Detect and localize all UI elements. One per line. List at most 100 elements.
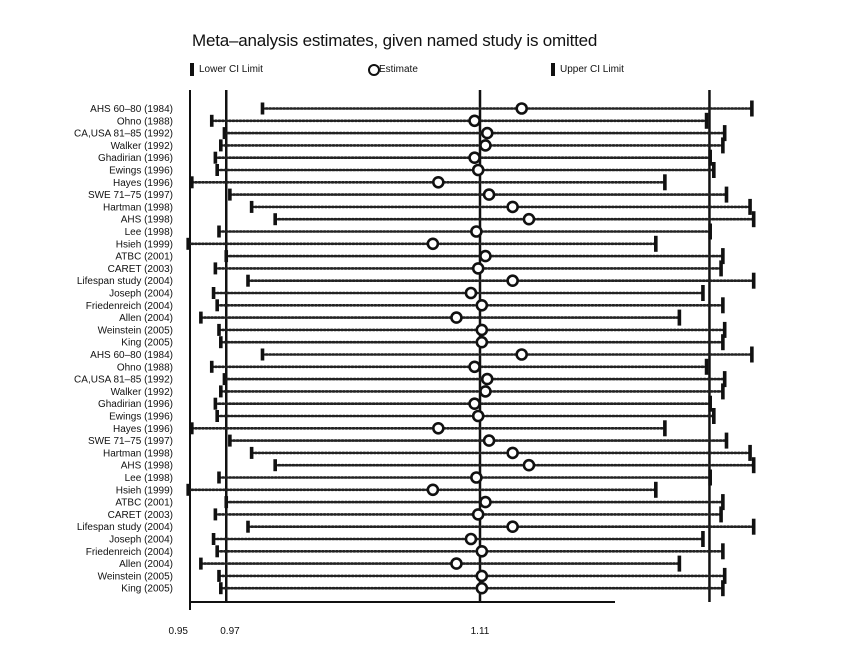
estimate-point [506, 446, 519, 460]
legend-upper-ci-label: Upper CI Limit [560, 64, 624, 75]
estimate-circle-icon [368, 64, 380, 76]
upper-ci-marker [751, 457, 756, 474]
study-label: Joseph (2004) [109, 289, 173, 300]
study-label: Friedenreich (2004) [86, 301, 173, 312]
upper-ci-marker [721, 494, 725, 511]
study-label: Ewings (1996) [109, 412, 173, 423]
study-label: Ohno (1988) [117, 116, 173, 127]
lower-ci-marker [215, 299, 219, 312]
estimate-point [432, 176, 445, 189]
study-label: CA,USA 81–85 (1992) [74, 375, 173, 386]
estimate-point [482, 188, 496, 201]
estimate-point [470, 471, 483, 484]
estimate-point [482, 434, 496, 447]
lower-ci-marker [219, 336, 223, 349]
upper-ci-marker [721, 248, 725, 265]
upper-ci-marker-icon [551, 63, 555, 76]
lower-ci-marker [215, 164, 219, 176]
study-label: AHS (1998) [121, 215, 173, 226]
lower-ci-marker [228, 434, 232, 447]
upper-ci-marker [708, 223, 712, 240]
lower-ci-marker [190, 422, 194, 435]
lower-ci-marker-icon [190, 63, 194, 76]
upper-ci-marker [724, 432, 729, 449]
upper-ci-marker [677, 555, 682, 572]
lower-ci-marker [219, 385, 223, 398]
estimate-point [475, 581, 489, 595]
estimate-point [468, 114, 481, 128]
study-label: SWE 71–75 (1997) [88, 190, 173, 201]
x-tick-label: 0.95 [169, 626, 189, 637]
upper-ci-marker [750, 100, 754, 117]
upper-ci-marker [708, 149, 712, 166]
upper-ci-marker [712, 162, 716, 178]
study-label: Lifespan study (2004) [77, 522, 173, 533]
lower-ci-marker [273, 213, 277, 226]
study-label: AHS 60–80 (1984) [90, 104, 173, 115]
estimate-point [450, 311, 463, 324]
estimate-point [522, 212, 536, 226]
study-label: Allen (2004) [119, 559, 173, 570]
estimate-point [479, 495, 492, 509]
study-label: Walker (1992) [111, 387, 173, 398]
upper-ci-marker [677, 309, 682, 326]
study-label: Ghadirian (1996) [98, 399, 173, 410]
study-label: Lifespan study (2004) [77, 276, 173, 287]
study-label: Weinstein (2005) [98, 571, 173, 582]
study-label: King (2005) [121, 584, 173, 595]
study-label: Hsieh (1999) [116, 239, 173, 250]
lower-ci-marker [190, 176, 194, 189]
lower-ci-marker [211, 533, 216, 545]
estimate-point [506, 200, 519, 214]
chart-title: Meta–analysis estimates, given named stu… [192, 31, 598, 50]
lower-ci-marker [186, 483, 190, 496]
estimate-point [464, 286, 478, 300]
estimate-point [468, 151, 481, 164]
lower-ci-marker [224, 496, 229, 509]
lower-ci-marker [199, 557, 203, 570]
lower-ci-marker [213, 151, 218, 164]
lower-ci-marker [219, 582, 223, 595]
study-label: ATBC (2001) [115, 252, 173, 263]
estimate-point [475, 335, 489, 349]
upper-ci-marker [719, 260, 723, 277]
study-label: CA,USA 81–85 (1992) [74, 129, 173, 140]
upper-ci-marker [663, 174, 667, 191]
legend-estimate-label: Estimate [379, 64, 418, 75]
lower-ci-marker [209, 114, 214, 127]
study-label: Hsieh (1999) [116, 485, 173, 496]
upper-ci-marker [708, 469, 712, 486]
upper-ci-marker [751, 272, 756, 289]
study-label: Hartman (1998) [103, 448, 173, 459]
estimate-point [432, 421, 445, 435]
estimate-point [479, 385, 492, 398]
lower-ci-marker [249, 446, 254, 459]
lower-ci-marker [222, 127, 227, 140]
lower-ci-marker [249, 200, 254, 213]
study-label: SWE 71–75 (1997) [88, 436, 173, 447]
upper-ci-marker [751, 518, 756, 535]
estimate-point [426, 483, 440, 497]
lower-ci-marker [209, 360, 214, 373]
upper-ci-marker [701, 285, 705, 301]
estimate-point [506, 520, 519, 534]
estimate-point [471, 409, 485, 423]
lower-ci-marker [186, 237, 190, 250]
upper-ci-marker [663, 420, 667, 437]
estimate-point [475, 544, 489, 558]
upper-ci-marker [712, 408, 716, 424]
estimate-point [471, 508, 485, 521]
upper-ci-marker [701, 531, 705, 547]
upper-ci-marker [751, 211, 756, 228]
estimate-point [480, 372, 494, 386]
study-label: AHS 60–80 (1984) [90, 350, 173, 361]
lower-ci-marker [228, 188, 232, 201]
lower-ci-marker [213, 262, 218, 275]
estimate-point [479, 249, 492, 263]
x-tick-label: 1.11 [471, 626, 490, 637]
estimate-point [468, 360, 481, 374]
lower-ci-marker [260, 348, 265, 361]
study-label: ATBC (2001) [115, 498, 173, 509]
estimate-point [515, 102, 528, 115]
